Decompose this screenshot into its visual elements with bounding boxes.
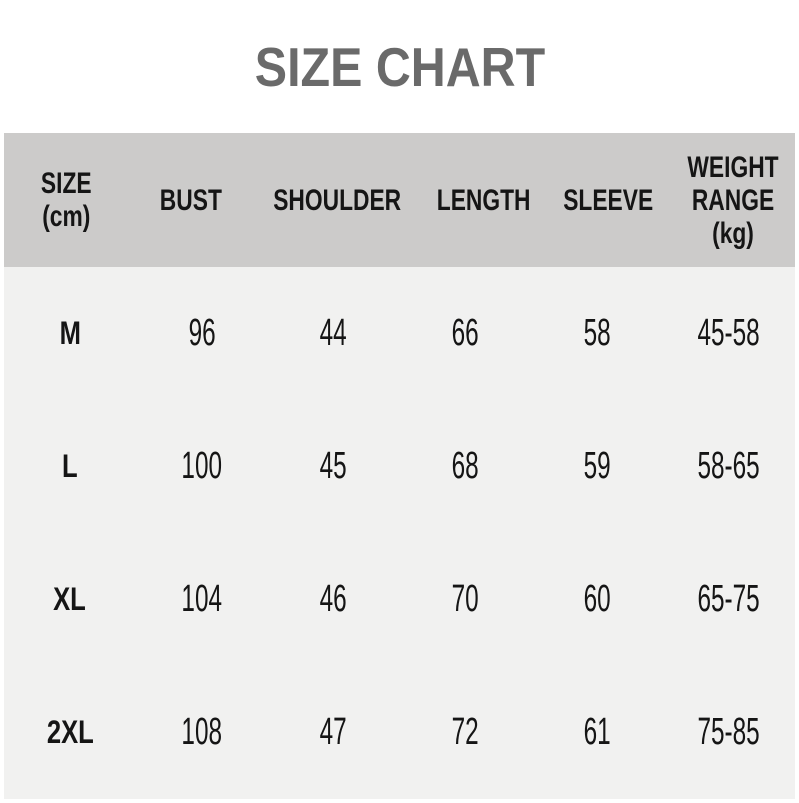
length-value: 66 (451, 312, 479, 354)
cell-xl-bust: 104 (136, 578, 268, 621)
title-section: SIZE CHART (0, 0, 799, 133)
size-label: M (59, 315, 81, 351)
cell-2xl-size: 2XL (4, 714, 136, 751)
cell-m-bust: 96 (136, 312, 268, 355)
weight-range-value: 45-58 (697, 312, 761, 354)
header-label-size: SIZE (cm) (40, 167, 105, 233)
header-cell-sleeve: SLEEVE (546, 184, 671, 217)
page-title: SIZE CHART (254, 35, 545, 98)
cell-l-sleeve: 59 (531, 445, 663, 488)
cell-2xl-shoulder: 47 (268, 711, 400, 754)
bust-value: 108 (181, 711, 223, 753)
cell-m-shoulder: 44 (268, 312, 400, 355)
header-label-bust: BUST (159, 183, 222, 217)
cell-m-length: 66 (399, 312, 531, 355)
header-cell-bust: BUST (129, 184, 254, 217)
cell-xl-shoulder: 46 (268, 578, 400, 621)
header-label-weight-range: WEIGHT RANGE (kg) (687, 150, 779, 250)
cell-xl-weight-range: 65-75 (663, 578, 795, 621)
shoulder-value: 47 (320, 711, 348, 753)
weight-range-value: 65-75 (697, 578, 761, 620)
header-label-sleeve: SLEEVE (563, 183, 654, 217)
header-cell-weight-range: WEIGHT RANGE (kg) (670, 151, 795, 250)
sleeve-value: 61 (583, 711, 611, 753)
table-frame: SIZE (cm) BUST SHOULDER LENGTH SLEEVE WE… (0, 133, 799, 803)
table-row-m: M 96 44 66 58 45-58 (4, 267, 795, 400)
table-body: M 96 44 66 58 45-58 (4, 267, 795, 799)
size-label: XL (53, 581, 87, 617)
cell-xl-length: 70 (399, 578, 531, 621)
weight-range-value: 75-85 (697, 711, 761, 753)
shoulder-value: 45 (320, 445, 348, 487)
shoulder-value: 46 (320, 578, 348, 620)
length-value: 72 (451, 711, 479, 753)
cell-l-weight-range: 58-65 (663, 445, 795, 488)
bust-value: 96 (188, 312, 216, 354)
header-label-length: LENGTH (436, 183, 531, 217)
cell-l-bust: 100 (136, 445, 268, 488)
cell-2xl-sleeve: 61 (531, 711, 663, 754)
table-header-row: SIZE (cm) BUST SHOULDER LENGTH SLEEVE WE… (4, 133, 795, 267)
cell-m-sleeve: 58 (531, 312, 663, 355)
cell-xl-sleeve: 60 (531, 578, 663, 621)
cell-2xl-weight-range: 75-85 (663, 711, 795, 754)
shoulder-value: 44 (320, 312, 348, 354)
header-cell-size: SIZE (cm) (4, 167, 129, 233)
cell-l-length: 68 (399, 445, 531, 488)
sleeve-value: 59 (583, 445, 611, 487)
table-row-xl: XL 104 46 70 60 65-75 (4, 533, 795, 666)
cell-l-shoulder: 45 (268, 445, 400, 488)
sleeve-value: 60 (583, 578, 611, 620)
cell-2xl-length: 72 (399, 711, 531, 754)
weight-range-value: 58-65 (697, 445, 761, 487)
length-value: 68 (451, 445, 479, 487)
bust-value: 104 (181, 578, 223, 620)
size-label: 2XL (46, 714, 94, 750)
cell-xl-size: XL (4, 581, 136, 618)
cell-m-weight-range: 45-58 (663, 312, 795, 355)
cell-l-size: L (4, 448, 136, 485)
cell-m-size: M (4, 315, 136, 352)
header-cell-length: LENGTH (421, 184, 546, 217)
header-label-shoulder: SHOULDER (273, 183, 402, 217)
size-label: L (62, 448, 78, 484)
bust-value: 100 (181, 445, 223, 487)
table-row-l: L 100 45 68 59 58-65 (4, 400, 795, 533)
sleeve-value: 58 (583, 312, 611, 354)
table-row-2xl: 2XL 108 47 72 61 75-85 (4, 666, 795, 799)
header-cell-shoulder: SHOULDER (253, 184, 421, 217)
cell-2xl-bust: 108 (136, 711, 268, 754)
length-value: 70 (451, 578, 479, 620)
